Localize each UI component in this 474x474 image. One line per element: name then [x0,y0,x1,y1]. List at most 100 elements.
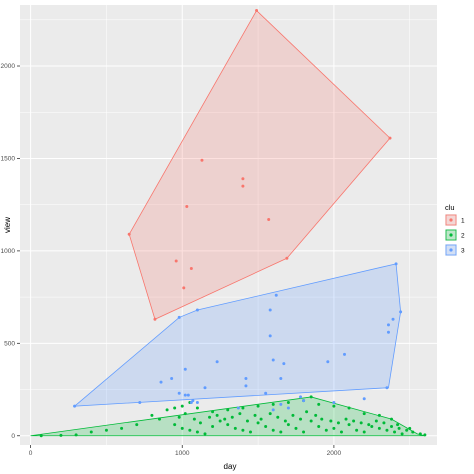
data-point-cluster-2 [390,417,394,421]
data-point-cluster-3 [244,384,248,388]
data-point-cluster-2 [226,408,230,412]
cluster-hulls [30,9,425,437]
data-point-cluster-2 [329,419,333,423]
legend-key-point [449,233,453,237]
data-point-cluster-3 [195,308,199,312]
data-point-cluster-2 [332,426,336,430]
data-point-cluster-2 [347,423,351,427]
data-point-cluster-1 [189,266,193,270]
data-point-cluster-3 [203,386,207,390]
data-point-cluster-2 [256,421,260,425]
cluster-hull-1 [128,9,391,320]
data-point-cluster-2 [183,412,187,416]
data-point-cluster-2 [390,425,394,429]
data-point-cluster-2 [203,432,207,436]
data-point-cluster-2 [223,417,227,421]
data-point-cluster-2 [393,430,397,434]
data-point-cluster-3 [362,397,366,401]
data-point-cluster-2 [317,402,321,406]
legend-label: 2 [461,233,465,240]
data-point-cluster-2 [248,430,252,434]
legend: clu 1 2 3 [445,203,465,256]
data-point-cluster-2 [382,421,386,425]
data-point-cluster-3 [302,399,306,403]
data-point-cluster-3 [286,406,290,410]
data-point-cluster-3 [271,358,275,362]
y-tick-label: 0 [11,433,15,440]
x-tick-label: 2000 [327,450,342,457]
data-point-cluster-2 [89,430,93,434]
data-point-cluster-2 [276,415,280,419]
data-point-cluster-2 [286,400,290,404]
data-point-cluster-2 [104,428,108,432]
data-point-cluster-3 [385,386,389,390]
x-axis-title: day [224,462,237,471]
grid-lines [20,5,437,445]
legend-label: 1 [461,218,465,225]
data-point-cluster-2 [165,408,169,412]
y-axis: 0 500 1000 1500 2000 [1,63,20,440]
data-point-cluster-1 [127,232,131,236]
data-point-cluster-3 [177,391,181,395]
data-point-cluster-2 [408,426,412,430]
data-point-cluster-2 [259,417,263,421]
data-point-cluster-2 [294,426,298,430]
data-point-cluster-2 [405,428,409,432]
data-point-cluster-2 [362,412,366,416]
data-point-cluster-2 [385,428,389,432]
data-point-cluster-2 [344,417,348,421]
data-point-cluster-2 [211,410,215,414]
data-point-cluster-2 [336,421,340,425]
data-point-cluster-3 [159,380,163,384]
x-tick-label: 1000 [175,450,190,457]
data-point-cluster-2 [309,395,313,399]
data-point-cluster-3 [399,310,403,314]
data-point-cluster-2 [362,430,366,434]
y-tick-label: 1500 [1,156,16,163]
data-point-cluster-2 [271,428,275,432]
data-point-cluster-2 [377,426,381,430]
cluster-hull-2 [30,396,425,437]
legend-key-point [449,218,453,222]
data-point-cluster-2 [215,413,219,417]
data-point-cluster-2 [377,413,381,417]
data-point-cluster-2 [309,419,313,423]
data-point-cluster-2 [396,423,400,427]
data-point-cluster-1 [255,9,259,13]
data-point-cluster-3 [183,393,187,397]
data-point-cluster-2 [135,423,139,427]
data-point-cluster-2 [173,423,177,427]
data-point-cluster-1 [200,158,204,162]
data-point-cluster-3 [282,362,286,366]
data-point-cluster-3 [343,352,347,356]
data-point-cluster-2 [359,421,363,425]
data-point-cluster-3 [195,400,199,404]
data-point-cluster-3 [73,404,77,408]
data-point-cluster-2 [367,423,371,427]
data-point-cluster-2 [180,404,184,408]
data-point-cluster-2 [238,412,242,416]
data-point-cluster-2 [158,417,162,421]
data-point-cluster-2 [120,426,124,430]
legend-key-point [449,248,453,252]
data-point-cluster-2 [180,426,184,430]
data-point-cluster-3 [268,308,272,312]
data-point-cluster-3 [138,400,142,404]
data-point-cluster-1 [388,136,392,140]
data-points [39,9,427,438]
data-point-cluster-1 [241,177,245,181]
data-point-cluster-3 [274,293,278,297]
data-point-cluster-2 [208,415,212,419]
data-point-cluster-2 [397,426,401,430]
y-tick-label: 2000 [1,63,16,70]
data-point-cluster-3 [326,360,330,364]
data-point-cluster-2 [177,415,181,419]
data-point-cluster-2 [150,413,154,417]
data-point-cluster-1 [174,259,178,263]
data-point-cluster-2 [245,419,249,423]
data-point-cluster-3 [394,262,398,266]
data-point-cluster-2 [283,419,287,423]
data-point-cluster-3 [279,376,283,380]
data-point-cluster-2 [211,425,215,429]
